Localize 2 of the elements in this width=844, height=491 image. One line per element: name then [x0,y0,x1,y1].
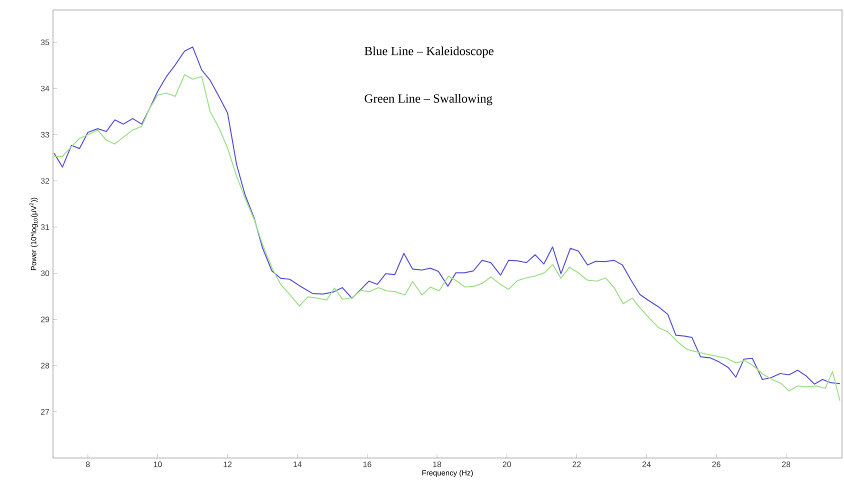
annotation: Green Line – Swallowing [364,94,492,106]
annotation: Blue Line – Kaleidoscope [364,46,494,58]
